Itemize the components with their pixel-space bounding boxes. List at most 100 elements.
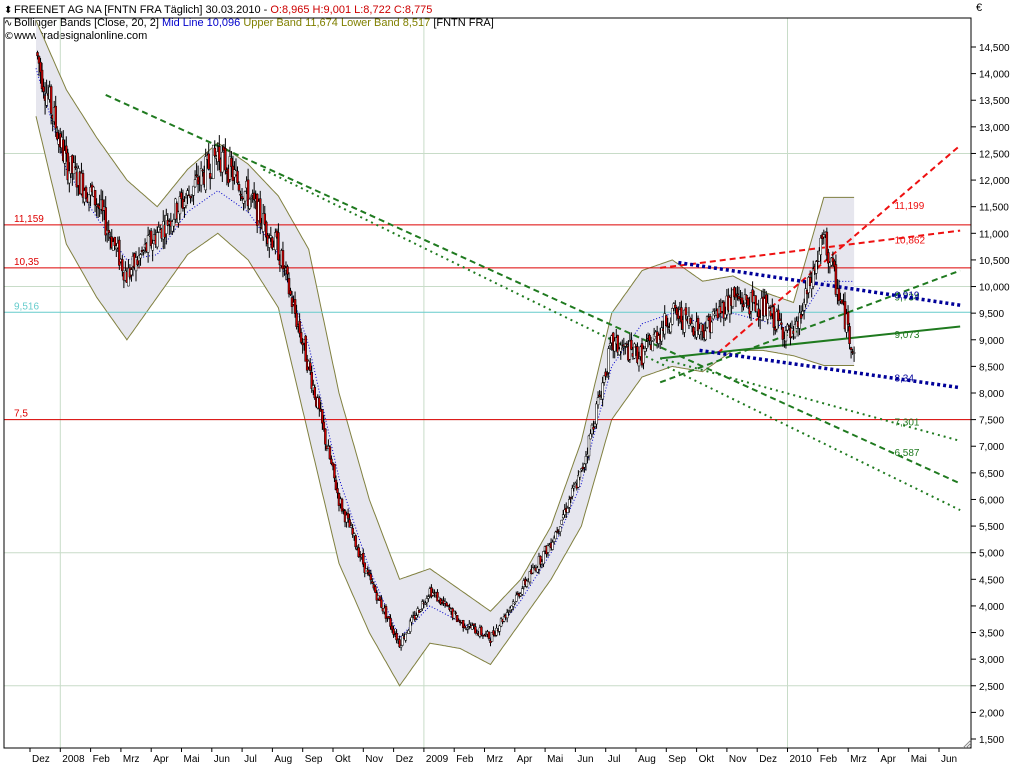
x-tick-label: Nov: [365, 754, 383, 765]
candle-body: [671, 308, 674, 325]
candle-body: [539, 555, 542, 565]
candle-body: [696, 317, 700, 331]
y-tick-label: 8,500: [979, 362, 1004, 373]
candle-body: [345, 514, 348, 523]
candle-body: [392, 628, 395, 635]
trendline-label: 9,073: [894, 330, 919, 341]
trendline-label: 10,862: [894, 235, 925, 246]
candle-body: [852, 352, 856, 354]
candle-body: [418, 609, 421, 613]
candle-body: [36, 52, 39, 57]
candle-body: [389, 617, 392, 627]
candle-body: [228, 156, 232, 180]
candle-body: [819, 237, 823, 255]
candle-body: [263, 213, 267, 225]
candle-body: [780, 322, 783, 325]
candle-body: [295, 312, 298, 327]
candle-body: [155, 232, 159, 248]
candle-body: [669, 322, 673, 333]
y-tick-label: 9,500: [979, 309, 1004, 320]
x-tick-label: Mrz: [123, 754, 140, 765]
candle-body: [142, 250, 145, 253]
candle-body: [772, 306, 776, 328]
candle-body: [552, 537, 556, 542]
candle-body: [625, 343, 629, 346]
candle-body: [569, 497, 573, 499]
candle-body: [822, 234, 826, 238]
candle-body: [299, 332, 303, 343]
candle-body: [593, 423, 597, 427]
candle-body: [578, 471, 582, 478]
candle-body: [410, 617, 413, 623]
candle-body: [49, 86, 53, 114]
candle-body: [558, 526, 562, 532]
candle-body: [560, 519, 563, 525]
candle-body: [399, 645, 403, 648]
candle-body: [651, 341, 654, 352]
candle-body: [745, 295, 748, 301]
resize-grip-icon[interactable]: [963, 740, 971, 748]
candle-body: [346, 513, 350, 519]
candle-body: [357, 547, 360, 558]
candle-body: [107, 230, 110, 233]
candle-body: [236, 170, 239, 184]
candle-body: [149, 230, 153, 247]
candle-body: [72, 162, 76, 174]
instrument-icon: ⬍: [4, 5, 13, 16]
candle-body: [415, 615, 418, 618]
trendline-label: 7,301: [894, 418, 919, 429]
candle-body: [515, 594, 518, 602]
candle-body: [436, 592, 439, 602]
candle-body: [448, 607, 451, 610]
candle-body: [602, 375, 606, 383]
candle-body: [498, 625, 501, 632]
candle-body: [243, 191, 247, 202]
candle-body: [313, 387, 317, 399]
candle-body: [814, 261, 818, 274]
x-tick-label: Nov: [729, 754, 747, 765]
y-tick-label: 13,000: [979, 123, 1010, 134]
candle-body: [118, 239, 121, 266]
candle-body: [710, 321, 713, 334]
candle-body: [513, 602, 516, 605]
candle-body: [104, 207, 107, 236]
candle-body: [755, 304, 759, 312]
x-tick-label: Jun: [941, 754, 957, 765]
candle-body: [793, 324, 797, 338]
y-tick-label: 2,000: [979, 708, 1004, 719]
candle-body: [199, 168, 203, 186]
y-tick-label: 7,500: [979, 416, 1004, 427]
candle-body: [848, 326, 851, 345]
candle-body: [628, 340, 632, 360]
x-tick-label: Mai: [547, 754, 563, 765]
candle-body: [851, 351, 854, 353]
trendline-label: 6,587: [894, 448, 919, 459]
candle-body: [525, 580, 529, 587]
candle-body: [811, 268, 815, 287]
candle-body: [502, 616, 506, 622]
trendline: [659, 269, 961, 384]
candle-body: [180, 192, 183, 200]
candle-body: [45, 93, 48, 106]
trendline: [660, 325, 961, 360]
copyright-icon: ©: [4, 31, 14, 42]
y-tick-label: 12,500: [979, 149, 1010, 160]
axes: 1,500 2,000 2,500 3,000 3,500 4,000 4,500 5,000…: [3, 17, 1010, 765]
candle-body: [722, 301, 726, 319]
candle-body: [342, 508, 345, 511]
candle-body: [387, 616, 391, 619]
candle-body: [674, 304, 677, 309]
y-tick-label: 6,500: [979, 469, 1004, 480]
candle-body: [398, 639, 401, 648]
candle-body: [274, 232, 277, 251]
x-tick-label: Aug: [638, 754, 656, 765]
candle-body: [283, 266, 286, 269]
candle-body: [427, 596, 430, 599]
candle-body: [361, 552, 365, 565]
candle-body: [746, 298, 750, 306]
y-tick-label: 14,000: [979, 70, 1010, 81]
candle-body: [289, 290, 292, 295]
candle-body: [542, 551, 545, 565]
candle-body: [178, 196, 182, 215]
